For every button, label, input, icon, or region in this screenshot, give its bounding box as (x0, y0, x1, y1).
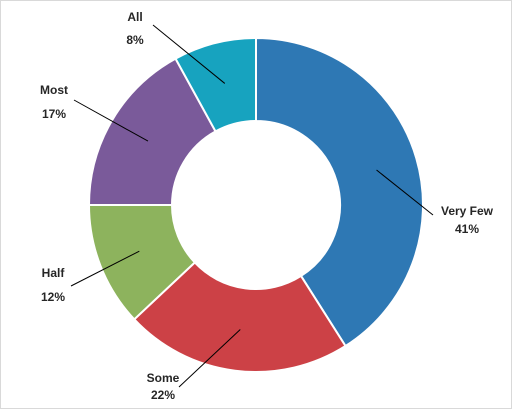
value-label-all: 8% (126, 33, 144, 47)
value-label-very-few: 41% (455, 222, 479, 236)
leader-line-half (70, 250, 140, 287)
slice-some (132, 261, 347, 373)
value-label-some: 22% (151, 388, 175, 402)
category-label-all: All (127, 10, 142, 24)
leader-line-most (73, 99, 149, 142)
leader-line-very-few (376, 169, 434, 216)
value-label-half: 12% (41, 290, 65, 304)
slice-all (174, 36, 257, 133)
value-label-most: 17% (42, 107, 66, 121)
leader-line-some (178, 329, 241, 388)
category-label-some: Some (147, 371, 180, 385)
category-label-very-few: Very Few (441, 204, 494, 218)
slice-most (87, 57, 217, 206)
leader-line-all (152, 24, 226, 84)
category-label-half: Half (42, 266, 66, 280)
slice-very-few (255, 36, 424, 348)
category-label-most: Most (40, 83, 68, 97)
